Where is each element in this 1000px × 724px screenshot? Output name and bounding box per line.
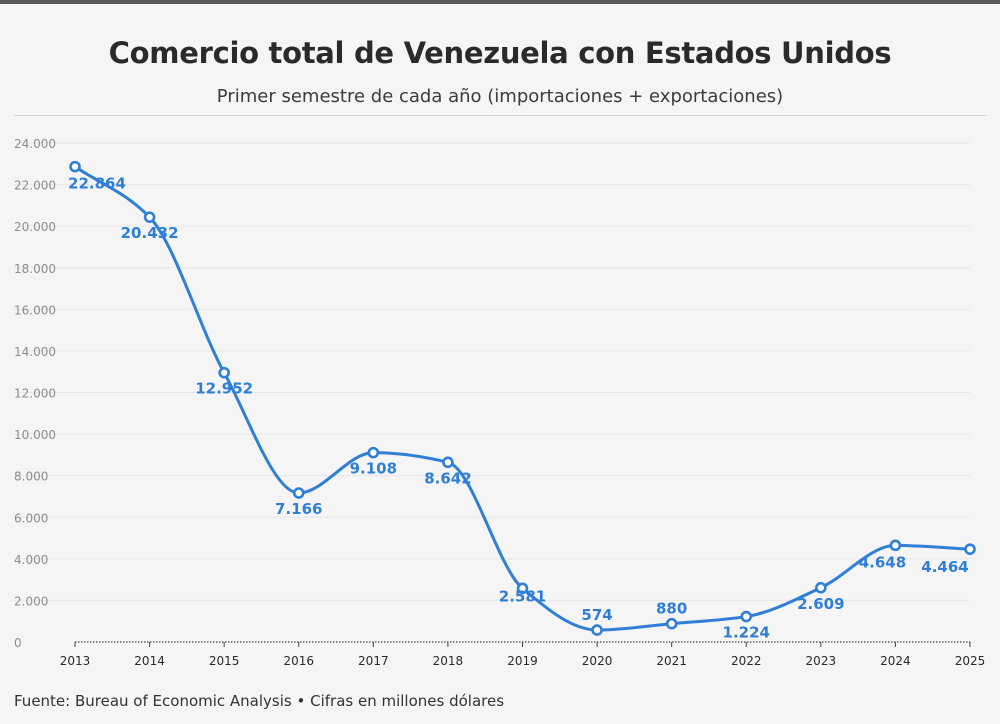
x-tick-label: 2016	[283, 654, 314, 668]
x-tick-label: 2021	[656, 654, 687, 668]
data-labels: 22.864 20.432 12.952 7.166 9.108 8.642 2.581 57…	[68, 175, 969, 642]
data-label-2020: 574	[581, 606, 612, 624]
data-label-2013: 22.864	[68, 175, 126, 193]
data-point-2023	[815, 581, 827, 594]
data-point-2018	[442, 456, 454, 469]
series-line	[73, 165, 972, 632]
x-tick-label: 2019	[507, 654, 538, 668]
data-label-2014: 20.432	[121, 224, 179, 242]
data-point-2013	[69, 160, 81, 173]
gridlines	[14, 142, 970, 601]
x-tick-label: 2024	[880, 654, 911, 668]
y-tick-label: 10.000	[14, 428, 56, 442]
y-tick-label: 0	[14, 636, 22, 650]
x-tick-label: 2025	[955, 654, 986, 668]
y-tick-label: 14.000	[14, 345, 56, 359]
data-point-2016	[292, 487, 305, 499]
data-label-2025: 4.464	[921, 558, 968, 576]
data-label-2021: 880	[656, 600, 687, 618]
x-tick-label: 2015	[209, 654, 240, 668]
x-tick-label: 2018	[433, 654, 464, 668]
chart-title: Comercio total de Venezuela con Estados …	[108, 36, 892, 70]
y-tick-label: 18.000	[14, 262, 56, 276]
data-point-2015	[218, 366, 230, 379]
y-tick-label: 8.000	[14, 470, 48, 484]
data-point-2014	[143, 211, 156, 223]
y-tick-label: 22.000	[14, 179, 56, 193]
data-point-2019	[516, 582, 529, 595]
data-label-2023: 2.609	[797, 595, 844, 613]
data-point-2024	[889, 539, 902, 552]
source-note: Fuente: Bureau of Economic Analysis • Ci…	[14, 692, 505, 710]
x-tick-label: 2020	[582, 654, 613, 668]
y-tick-label: 2.000	[14, 594, 48, 608]
x-tick-label: 2014	[134, 654, 165, 668]
data-label-2018: 8.642	[424, 469, 471, 487]
data-point-2022	[740, 610, 753, 623]
y-tick-label: 4.000	[14, 553, 48, 567]
y-axis-ticks: 0 2.000 4.000 6.000 8.000 10.000 12.000 14.000 1…	[14, 137, 56, 650]
x-tick-label: 2022	[731, 654, 762, 668]
data-point-2020	[591, 624, 603, 636]
data-label-2015: 12.952	[195, 380, 253, 398]
header-divider	[14, 115, 987, 116]
data-label-2016: 7.166	[275, 500, 322, 518]
data-point-2021	[665, 617, 678, 630]
data-points	[69, 160, 976, 636]
data-label-2019: 2.581	[499, 587, 546, 605]
y-tick-label: 24.000	[14, 137, 56, 151]
chart-subtitle: Primer semestre de cada año (importacion…	[216, 86, 784, 107]
data-point-2017	[367, 446, 380, 459]
data-label-2017: 9.108	[350, 460, 397, 478]
y-tick-label: 16.000	[14, 303, 56, 317]
x-tick-label: 2023	[806, 654, 837, 668]
data-label-2024: 4.648	[859, 553, 906, 571]
y-tick-label: 6.000	[14, 511, 48, 525]
x-tick-label: 2017	[358, 654, 389, 668]
top-border	[0, 0, 1000, 4]
data-label-2022: 1.224	[723, 624, 770, 642]
x-tick-label: 2013	[60, 654, 91, 668]
y-tick-label: 20.000	[14, 220, 56, 234]
data-point-2025	[964, 543, 976, 555]
x-axis-ticks: 2013 2014 2015 2016 2017 2018 2019 2020 2021 2022…	[60, 642, 986, 668]
y-tick-label: 12.000	[14, 387, 56, 401]
series-path	[73, 165, 972, 632]
